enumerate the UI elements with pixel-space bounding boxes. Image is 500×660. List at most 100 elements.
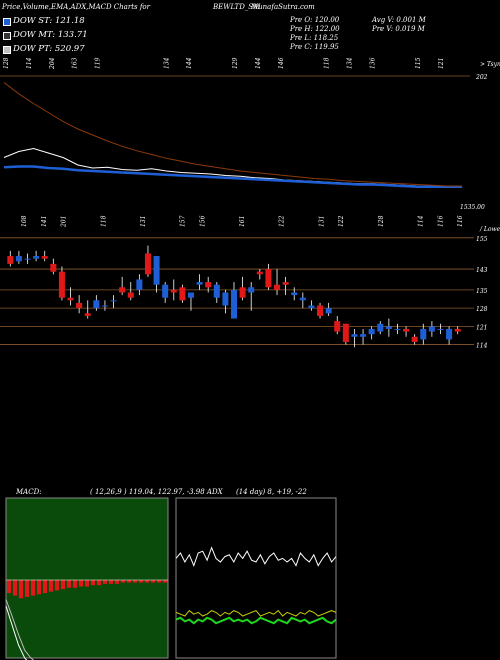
candle-body bbox=[58, 271, 65, 298]
candle-body bbox=[446, 328, 453, 340]
candle-body bbox=[325, 308, 332, 314]
candle-body bbox=[7, 256, 14, 264]
adx-frame bbox=[175, 497, 337, 659]
candle-body bbox=[15, 256, 22, 262]
adx-panel bbox=[175, 497, 337, 659]
candle-body bbox=[428, 326, 435, 332]
macd-histogram-bar bbox=[102, 580, 108, 584]
candle-body bbox=[119, 287, 126, 293]
candle-body bbox=[239, 287, 246, 298]
price-caption: > Tsyne bbox=[480, 61, 500, 68]
legend-label-st: DOW ST: 121.18 bbox=[13, 16, 85, 26]
candle-body bbox=[205, 282, 212, 288]
macd-histogram-bar bbox=[132, 580, 138, 583]
macd-histogram-bar bbox=[150, 580, 156, 583]
macd-histogram-bar bbox=[120, 580, 126, 583]
candle-body bbox=[420, 328, 427, 340]
candle-body bbox=[127, 292, 134, 298]
macd-histogram-bar bbox=[144, 580, 150, 583]
candle-body bbox=[84, 313, 91, 316]
candle-top-label: 201 bbox=[61, 216, 68, 228]
candle-level-label: 121 bbox=[476, 324, 487, 331]
price-top-label: 136 bbox=[369, 57, 376, 69]
price-top-label: 144 bbox=[255, 57, 262, 69]
candle-top-label: 118 bbox=[100, 215, 107, 227]
adx-series-line bbox=[175, 546, 337, 567]
macd-label: MACD: bbox=[16, 488, 42, 496]
price-top-label: 163 bbox=[72, 57, 79, 69]
macd-panel bbox=[5, 497, 169, 660]
minus-di-series-line bbox=[175, 609, 337, 617]
candle-body bbox=[334, 321, 341, 332]
price-top-label: 121 bbox=[438, 58, 445, 69]
header-title: Price,Volume,EMA,ADX,MACD Charts for bbox=[2, 3, 150, 11]
candle-body bbox=[24, 258, 31, 260]
candle-body bbox=[394, 328, 401, 330]
candle-body bbox=[76, 302, 83, 309]
candle-body bbox=[213, 284, 220, 298]
candle-top-label: 128 bbox=[378, 215, 385, 227]
candle-top-label: 108 bbox=[21, 215, 28, 227]
price-top-label: 146 bbox=[278, 57, 285, 69]
macd-histogram-bar bbox=[66, 580, 72, 588]
price-top-label: 134 bbox=[347, 57, 354, 69]
macd-histogram-bar bbox=[126, 580, 132, 583]
price-top-label: 119 bbox=[95, 57, 102, 69]
candle-body bbox=[162, 284, 169, 298]
candle-body bbox=[222, 292, 229, 306]
price-top-label: 115 bbox=[415, 57, 422, 69]
candle-body bbox=[196, 282, 203, 285]
macd-histogram-bar bbox=[12, 580, 18, 596]
close-series-line bbox=[3, 147, 463, 188]
macd-histogram-bar bbox=[30, 580, 36, 596]
candle-level-label: 143 bbox=[476, 267, 488, 274]
candle-body bbox=[248, 287, 255, 293]
plus-di-series-line bbox=[175, 616, 337, 625]
legend-swatch-pt bbox=[3, 46, 11, 54]
candle-level-label: 155 bbox=[476, 236, 488, 243]
macd-histogram-bar bbox=[156, 580, 162, 583]
stat-prev-volume: Pre V: 0.019 M bbox=[372, 25, 425, 33]
header-site: MunafaSutra.com bbox=[251, 3, 315, 11]
candle-body bbox=[93, 300, 100, 309]
price-top-label: 118 bbox=[324, 57, 331, 69]
macd-histogram-bar bbox=[162, 580, 168, 583]
candle-body bbox=[144, 253, 151, 275]
candle-body bbox=[454, 328, 461, 332]
candle-level-label: 128 bbox=[476, 306, 488, 313]
candle-body bbox=[342, 323, 349, 342]
candle-body bbox=[308, 305, 315, 309]
candle-body bbox=[411, 336, 418, 342]
candle-body bbox=[110, 300, 117, 302]
macd-histogram-bar bbox=[60, 580, 66, 590]
candle-caption: / Lowest bbox=[479, 226, 500, 233]
price-top-label: 204 bbox=[49, 57, 56, 70]
legend-label-pt: DOW PT: 520.97 bbox=[13, 44, 85, 54]
candle-body bbox=[41, 256, 48, 259]
candle-top-label: 141 bbox=[41, 216, 48, 227]
macd-histogram-bar bbox=[48, 580, 54, 592]
macd-values: ( 12,26,9 ) 119.04, 122.97, -3.98 ADX bbox=[90, 488, 223, 496]
candle-body bbox=[291, 292, 298, 296]
candle-top-label: 156 bbox=[199, 215, 206, 227]
price-bottom-label: 1535.00 bbox=[460, 204, 485, 211]
candle-body bbox=[385, 326, 392, 329]
candle-body bbox=[256, 271, 263, 275]
candle-body bbox=[360, 334, 367, 337]
candle-top-label: 161 bbox=[239, 216, 246, 227]
candle-top-label: 157 bbox=[180, 215, 187, 227]
macd-histogram-bar bbox=[90, 580, 96, 586]
candle-body bbox=[33, 256, 40, 259]
candle-body bbox=[317, 305, 324, 316]
adx-values: (14 day) 8, +19, -22 bbox=[236, 488, 307, 496]
candle-body bbox=[368, 328, 375, 335]
macd-histogram-bar bbox=[72, 580, 78, 588]
macd-histogram-bar bbox=[18, 580, 24, 599]
candle-top-label: 131 bbox=[140, 216, 147, 227]
candle-body bbox=[101, 305, 108, 307]
macd-histogram-bar bbox=[138, 580, 144, 583]
stat-close: Pre C: 119.95 bbox=[290, 43, 339, 51]
macd-histogram-bar bbox=[42, 580, 48, 593]
